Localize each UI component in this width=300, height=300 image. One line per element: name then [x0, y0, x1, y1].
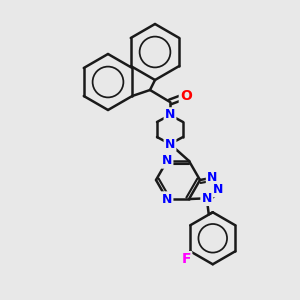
Text: N: N: [162, 193, 172, 206]
Text: N: N: [207, 171, 217, 184]
Text: F: F: [182, 252, 191, 266]
Text: N: N: [162, 154, 172, 167]
Text: N: N: [165, 137, 175, 151]
Text: O: O: [180, 89, 192, 103]
Text: N: N: [165, 109, 175, 122]
Text: N: N: [202, 192, 212, 205]
Text: N: N: [213, 183, 224, 196]
